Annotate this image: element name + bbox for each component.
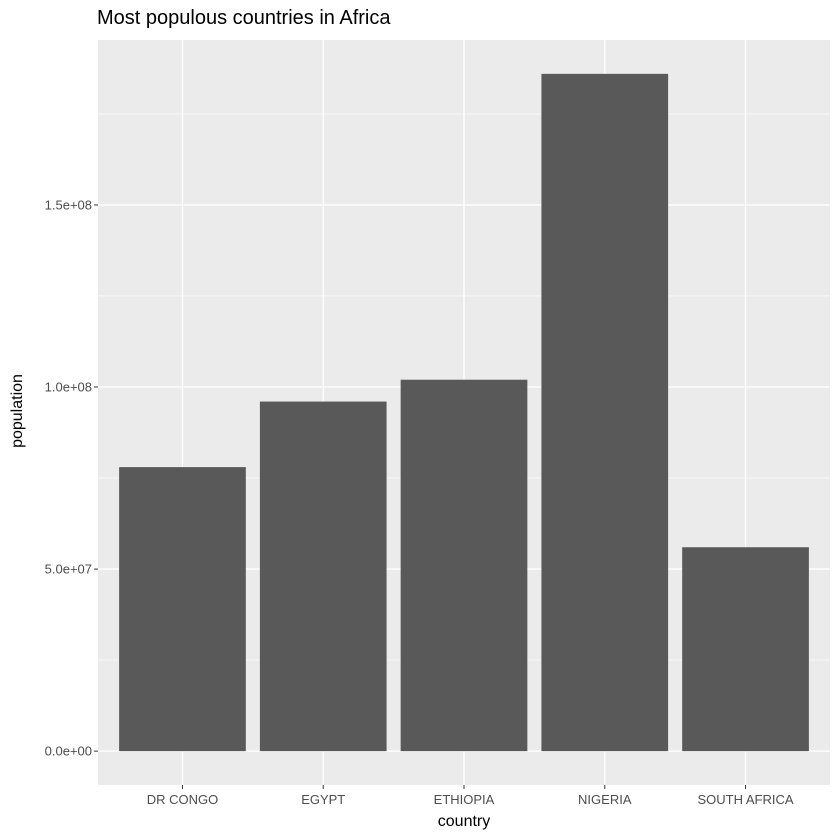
- y-tick-label: 1.5e+08: [45, 197, 92, 212]
- x-axis-title: country: [438, 813, 490, 830]
- y-axis-title: population: [9, 374, 26, 448]
- bar-nigeria: [541, 73, 669, 752]
- x-tick-label: SOUTH AFRICA: [697, 792, 793, 807]
- bar-south-africa: [682, 547, 809, 752]
- bar-dr-congo: [119, 467, 246, 752]
- y-axis: 0.0e+00 5.0e+07 1.0e+08 1.5e+08: [45, 197, 98, 759]
- y-tick-label: 0.0e+00: [45, 744, 92, 759]
- x-tick-label: EGYPT: [301, 792, 345, 807]
- bars: [119, 73, 809, 752]
- x-tick-label: NIGERIA: [578, 792, 632, 807]
- bar-egypt: [259, 401, 387, 752]
- bar-ethiopia: [400, 379, 528, 752]
- x-axis: DR CONGO EGYPT ETHIOPIA NIGERIA SOUTH AFRICA: [147, 785, 794, 807]
- y-tick-label: 1.0e+08: [45, 380, 92, 395]
- chart-title: Most populous countries in Africa: [97, 7, 391, 29]
- x-tick-label: ETHIOPIA: [434, 792, 495, 807]
- x-tick-label: DR CONGO: [147, 792, 219, 807]
- y-tick-label: 5.0e+07: [45, 562, 92, 577]
